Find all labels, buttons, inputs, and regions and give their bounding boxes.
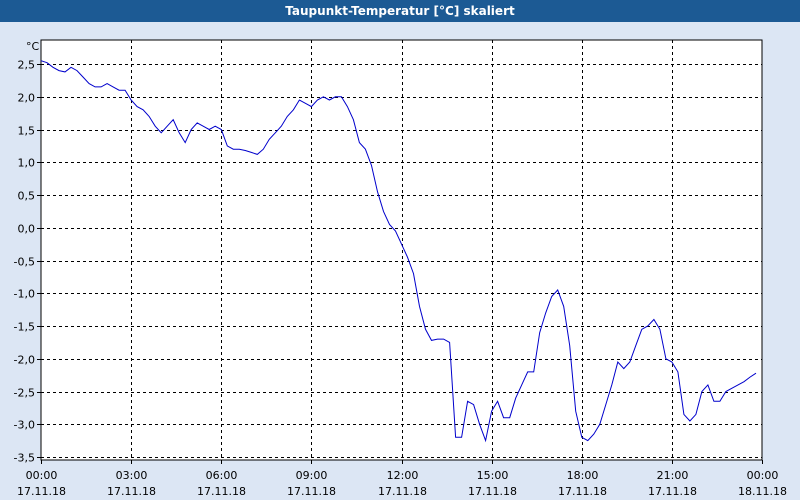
x-tick-date-label: 17.11.18 (378, 485, 427, 498)
y-axis-tick-labels: 2,5 2,0 1,5 1,0 0,5 0,0 -0,5 -1,0 -1,5 -2,0 -2,5 -3… (14, 59, 35, 465)
x-tick-time-label: 18:00 (567, 469, 599, 482)
x-tick-time-label: 00:00 (747, 469, 779, 482)
y-tick-label: 2,5 (18, 59, 36, 72)
x-tick-time-label: 12:00 (387, 469, 419, 482)
y-tick-label: -1,0 (14, 288, 35, 301)
x-tick-date-label: 17.11.18 (468, 485, 517, 498)
x-tick-date-label: 17.11.18 (197, 485, 246, 498)
y-tick-label: 2,0 (18, 92, 36, 105)
y-tick-label: -1,5 (14, 321, 35, 334)
x-tick-time-label: 09:00 (296, 469, 328, 482)
y-tick-label: -2,0 (14, 354, 35, 367)
x-tick-time-label: 00:00 (26, 469, 58, 482)
x-tick-time-label: 21:00 (657, 469, 689, 482)
y-tick-label: 0,0 (18, 223, 36, 236)
y-tick-label: 1,5 (18, 125, 36, 138)
y-tick-label: -3,0 (14, 419, 35, 432)
x-tick-date-label: 18.11.18 (738, 485, 787, 498)
y-tick-label: 1,0 (18, 157, 36, 170)
y-tick-label: -3,5 (14, 452, 35, 465)
x-tick-date-label: 17.11.18 (107, 485, 156, 498)
y-tick-label: -0,5 (14, 256, 35, 269)
chart-title-bar: Taupunkt-Temperatur [°C] skaliert (0, 0, 800, 22)
x-tick-date-label: 17.11.18 (648, 485, 697, 498)
dewpoint-series-line (40, 60, 757, 443)
x-tick-time-label: 06:00 (206, 469, 238, 482)
x-tick-date-label: 17.11.18 (287, 485, 336, 498)
y-tick-label: 0,5 (18, 190, 36, 203)
x-axis-tick-labels: 00:00 17.11.18 03:00 17.11.18 06:00 17.11.18 0… (17, 469, 787, 498)
x-tick-date-label: 17.11.18 (17, 485, 66, 498)
x-tick-time-label: 03:00 (116, 469, 148, 482)
grid-lines (37, 40, 763, 464)
plot-area (40, 39, 763, 461)
chart-title: Taupunkt-Temperatur [°C] skaliert (285, 4, 515, 18)
x-tick-date-label: 17.11.18 (558, 485, 607, 498)
x-tick-time-label: 15:00 (477, 469, 509, 482)
y-axis-unit-label: °C (26, 40, 40, 53)
y-tick-label: -2,5 (14, 387, 35, 400)
